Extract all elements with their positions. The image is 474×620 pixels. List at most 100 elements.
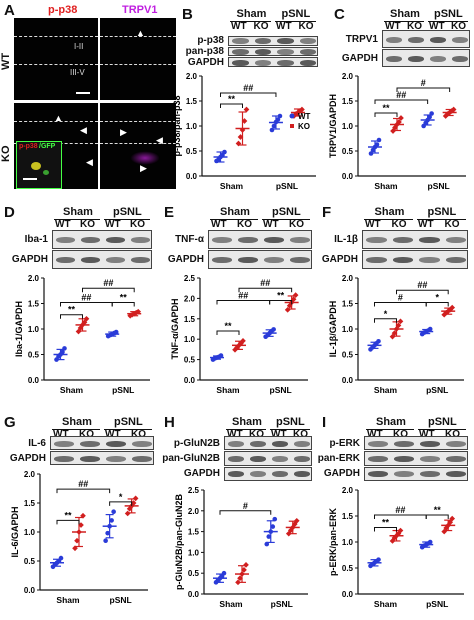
significance-label: ** (224, 321, 232, 331)
genotype-ko: KO (130, 219, 145, 230)
blot-band (299, 38, 316, 45)
blot-band (54, 455, 74, 462)
y-tick-label: 2.5 (188, 486, 200, 495)
group-underline (364, 219, 413, 221)
blot-band (277, 38, 294, 45)
blot-band (228, 471, 244, 478)
panel-letter-i: I (322, 414, 327, 431)
blot-label: GAPDH (187, 56, 224, 68)
genotype-wt: WT (418, 219, 434, 230)
blot-label: GAPDH (167, 254, 204, 265)
genotype-wt: WT (419, 429, 435, 440)
blot-label: p-p38 (197, 35, 224, 47)
y-tick-label: 1.0 (24, 528, 36, 537)
genotype-wt: WT (365, 219, 381, 230)
panel-letter-e: E (164, 204, 175, 221)
blot-band (386, 36, 402, 43)
y-tick-label: 2.5 (184, 274, 196, 283)
y-tick-label: 1.5 (188, 528, 200, 537)
data-point-wt (376, 137, 382, 143)
blot-band (131, 257, 150, 263)
significance-bracket (109, 501, 133, 506)
y-tick-label: 0.5 (24, 557, 36, 566)
x-category-label: pSNL (110, 595, 132, 605)
significance-bracket (374, 99, 429, 104)
significance-label: # (421, 78, 426, 88)
western-blot (382, 30, 470, 48)
significance-label: # (243, 501, 248, 511)
x-category-label: Sham (219, 599, 243, 609)
genotype-ko: KO (298, 21, 314, 32)
blot-band (368, 455, 388, 462)
data-point-wt (62, 346, 67, 351)
blot-band (81, 237, 100, 243)
title-p-p38: p-p38 (48, 4, 78, 16)
blot-label: GAPDH (321, 254, 358, 265)
significance-bracket (238, 287, 293, 293)
panel-a: A p-p38 TRPV1 WT KO I-II III-V ▲ ▲ ◀ ◀ p… (0, 0, 176, 290)
y-tick-label: 1.5 (342, 300, 354, 309)
blot-label: GAPDH (341, 52, 378, 64)
y-tick-label: 1.5 (28, 300, 40, 309)
data-point-ko (449, 515, 456, 522)
data-point-wt (111, 509, 116, 514)
data-point-wt (269, 127, 275, 133)
panel-letter-a: A (4, 2, 15, 19)
legend-marker-wt (289, 113, 295, 119)
western-blot (224, 466, 312, 481)
panel-letter-b: B (182, 6, 193, 23)
micrograph-ko-p-p38: ▲ ◀ ◀ p-p38 /GFP (14, 103, 98, 189)
x-category-label: Sham (56, 595, 80, 605)
western-blot (364, 466, 468, 481)
genotype-ko: KO (393, 429, 408, 440)
data-point-wt (427, 114, 432, 120)
significance-bracket (374, 112, 398, 117)
blot-band (430, 36, 446, 43)
blot-band (54, 440, 74, 447)
y-tick-label: 0.5 (342, 564, 354, 573)
y-axis-label: p-p38/pan-p38 (172, 95, 182, 156)
blot-band (232, 48, 249, 55)
group-underline (270, 429, 310, 431)
genotype-wt: WT (276, 21, 292, 32)
significance-bracket (219, 510, 272, 515)
blot-band (392, 257, 413, 263)
group-underline (417, 219, 466, 221)
genotype-ko: KO (131, 429, 146, 440)
blot-band (299, 59, 316, 66)
significance-bracket (374, 318, 397, 323)
data-point-ko (391, 330, 398, 336)
scatter-plot: 0.0 0.5 1.0 1.5 2.0 p-p38/pan-p38 Sham pSNL ** ##… (172, 72, 316, 191)
arrowhead-icon: ▶ (140, 163, 147, 173)
genotype-wt: WT (429, 21, 445, 32)
blot-band (106, 440, 126, 447)
y-tick-label: 0.5 (28, 351, 40, 360)
y-tick-label: 2.0 (186, 72, 198, 81)
blot-label: GAPDH (323, 468, 360, 480)
layer-label-2: III-V (70, 68, 85, 77)
significance-label: ## (78, 479, 88, 489)
genotype-wt: WT (105, 429, 121, 440)
significance-bracket (216, 330, 240, 336)
genotype-wt: WT (231, 21, 247, 32)
y-tick-label: 0.0 (342, 590, 354, 599)
blot-band (294, 471, 310, 478)
significance-label: ** (277, 290, 285, 300)
data-point-wt (219, 574, 225, 579)
y-tick-label: 1.0 (342, 538, 354, 547)
blot-label: pan-p38 (185, 46, 224, 57)
data-point-ko (76, 529, 82, 535)
y-tick-label: 0.0 (24, 586, 36, 595)
arrowhead-icon: ◀ (80, 125, 87, 135)
blot-band (392, 237, 413, 243)
data-point-wt (271, 123, 277, 129)
y-axis-label: TRPV1/GAPDH (328, 94, 338, 158)
western-blot (224, 451, 312, 466)
blot-band (366, 237, 387, 243)
blot-band (106, 237, 125, 243)
data-point-wt (376, 557, 381, 562)
y-tick-label: 2.0 (342, 486, 354, 495)
group-header-sham: Sham (236, 8, 267, 20)
